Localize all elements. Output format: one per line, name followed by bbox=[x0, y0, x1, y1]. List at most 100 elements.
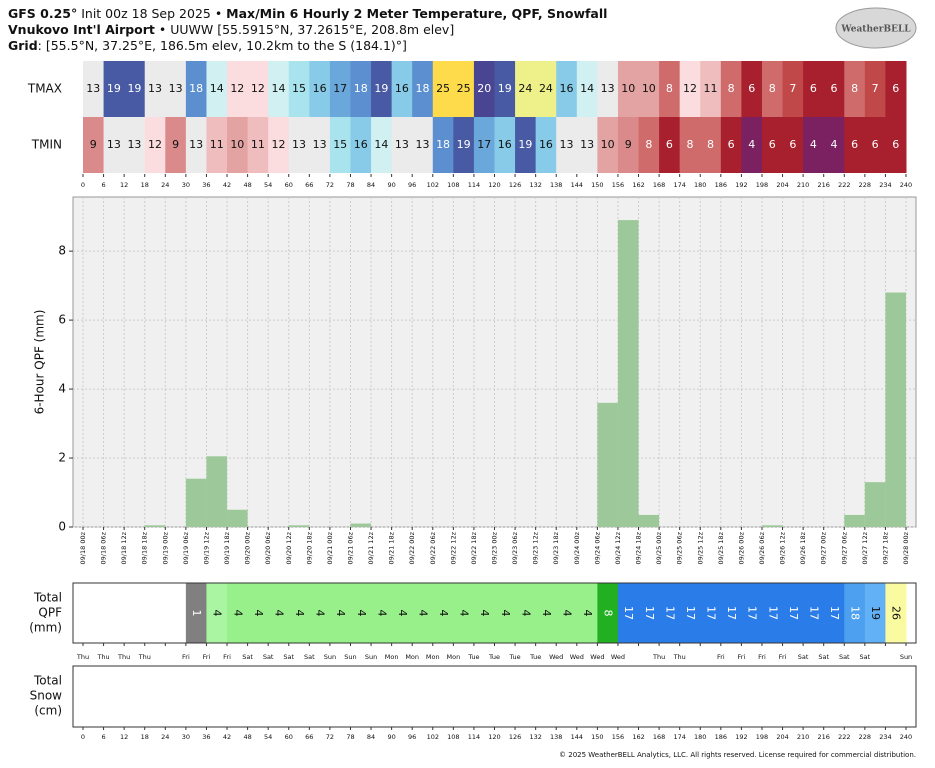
y-tick-label: 8 bbox=[58, 244, 66, 258]
day-label: Mon bbox=[385, 653, 399, 661]
temp-label: 17 bbox=[333, 82, 347, 95]
strip-label: (mm) bbox=[29, 621, 62, 635]
temp-cell bbox=[371, 61, 393, 117]
y-tick-label: 2 bbox=[58, 451, 66, 465]
qpf-bar bbox=[350, 523, 372, 527]
total-cell bbox=[885, 583, 907, 643]
total-snow-box bbox=[72, 665, 917, 728]
temp-cell bbox=[268, 61, 290, 117]
day-label: Tue bbox=[488, 653, 500, 661]
temp-label: 16 bbox=[539, 138, 553, 151]
temp-label: 24 bbox=[518, 82, 532, 95]
temp-cell bbox=[329, 117, 351, 173]
temp-label: 8 bbox=[728, 82, 735, 95]
x-tick-label: 12 bbox=[120, 733, 128, 741]
total-cell bbox=[329, 583, 351, 643]
total-cell bbox=[576, 583, 598, 643]
x-tick-label: 180 bbox=[694, 181, 706, 189]
x-tick-label: 216 bbox=[817, 733, 829, 741]
x-tick-label: 90 bbox=[387, 181, 395, 189]
x-tick-label: 228 bbox=[859, 733, 871, 741]
x-tick-label: 09/20 00z bbox=[244, 531, 252, 564]
x-tick-label: 78 bbox=[346, 733, 354, 741]
total-label: 17 bbox=[622, 606, 635, 620]
total-cell bbox=[659, 583, 681, 643]
y-tick-label: 4 bbox=[58, 382, 66, 396]
x-tick-label: 156 bbox=[612, 181, 624, 189]
total-cell bbox=[535, 583, 557, 643]
y-axis-label: 6-Hour QPF (mm) bbox=[33, 310, 47, 415]
total-cell bbox=[597, 583, 619, 643]
day-label: Thu bbox=[652, 653, 665, 661]
temp-label: 12 bbox=[230, 82, 244, 95]
x-tick-label: 114 bbox=[468, 181, 480, 189]
temp-cell bbox=[494, 61, 516, 117]
temp-cell bbox=[576, 117, 598, 173]
temp-label: 19 bbox=[127, 82, 141, 95]
temp-label: 6 bbox=[810, 82, 817, 95]
temp-cell bbox=[144, 61, 166, 117]
x-tick-label: 192 bbox=[735, 733, 747, 741]
temp-cell bbox=[371, 117, 393, 173]
temp-cell bbox=[206, 61, 228, 117]
temp-label: 8 bbox=[666, 82, 673, 95]
x-tick-label: 09/19 00z bbox=[161, 531, 169, 564]
x-tick-label: 36 bbox=[202, 181, 210, 189]
temp-label: 17 bbox=[477, 138, 491, 151]
x-tick-label: 09/24 18z bbox=[635, 531, 643, 564]
x-tick-label: 132 bbox=[529, 733, 541, 741]
total-label: 4 bbox=[375, 610, 388, 617]
temp-label: 14 bbox=[374, 138, 388, 151]
qpf-bar bbox=[185, 478, 207, 527]
x-tick-label: 30 bbox=[182, 181, 190, 189]
temp-cell bbox=[803, 117, 825, 173]
temp-cell bbox=[885, 117, 907, 173]
temp-cell bbox=[329, 61, 351, 117]
x-tick-label: 138 bbox=[550, 181, 562, 189]
x-tick-label: 09/27 00z bbox=[820, 531, 828, 564]
temp-cell bbox=[453, 61, 475, 117]
x-tick-label: 72 bbox=[326, 181, 334, 189]
temp-label: 18 bbox=[415, 82, 429, 95]
row-label: TMAX bbox=[27, 82, 62, 96]
temp-cell bbox=[227, 117, 249, 173]
temp-label: 13 bbox=[601, 82, 615, 95]
temp-label: 13 bbox=[580, 138, 594, 151]
temp-label: 8 bbox=[851, 82, 858, 95]
temp-label: 14 bbox=[580, 82, 594, 95]
x-tick-label: 09/27 18z bbox=[881, 531, 889, 564]
x-tick-label: 09/19 06z bbox=[182, 531, 190, 564]
x-tick-label: 54 bbox=[264, 181, 272, 189]
total-label: 4 bbox=[293, 610, 306, 617]
temp-cell bbox=[227, 61, 249, 117]
y-tick-label: 6 bbox=[58, 313, 66, 327]
total-label: 4 bbox=[540, 610, 553, 617]
temp-cell bbox=[412, 117, 434, 173]
logo-badge bbox=[835, 7, 917, 49]
total-cell bbox=[309, 583, 331, 643]
x-tick-label: 228 bbox=[859, 181, 871, 189]
x-tick-label: 180 bbox=[694, 733, 706, 741]
total-label: 8 bbox=[602, 610, 615, 617]
temp-label: 13 bbox=[395, 138, 409, 151]
x-tick-label: 09/21 00z bbox=[326, 531, 334, 564]
temp-label: 4 bbox=[748, 138, 755, 151]
temp-cell bbox=[288, 117, 310, 173]
x-tick-label: 09/23 12z bbox=[532, 531, 540, 564]
x-tick-label: 09/24 06z bbox=[593, 531, 601, 564]
x-tick-label: 168 bbox=[653, 733, 665, 741]
strip-label: Snow bbox=[30, 689, 63, 703]
total-cell bbox=[268, 583, 290, 643]
total-label: 4 bbox=[458, 610, 471, 617]
temp-cell bbox=[844, 61, 866, 117]
temp-label: 14 bbox=[210, 82, 224, 95]
temp-cell bbox=[288, 61, 310, 117]
day-label: Sun bbox=[344, 653, 356, 661]
temp-cell bbox=[103, 117, 125, 173]
total-label: 17 bbox=[766, 606, 779, 620]
temp-label: 6 bbox=[892, 82, 899, 95]
temp-label: 9 bbox=[172, 138, 179, 151]
temp-label: 11 bbox=[251, 138, 265, 151]
day-label: Sat bbox=[304, 653, 315, 661]
temp-cell bbox=[535, 117, 557, 173]
